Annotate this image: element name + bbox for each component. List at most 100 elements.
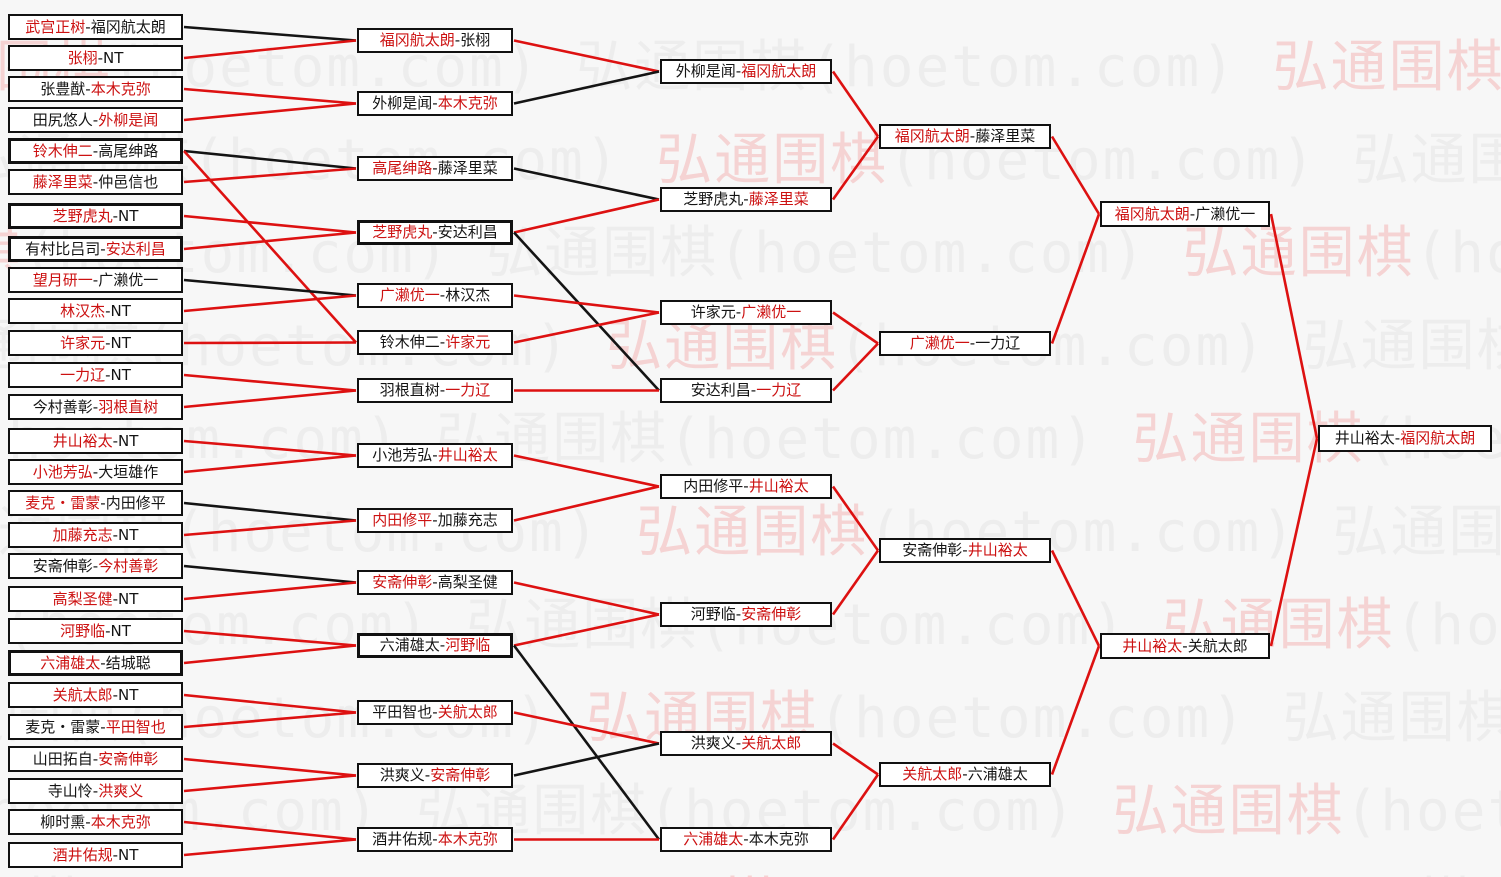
vs-separator: - (432, 446, 438, 464)
player-name: 望月研一 (32, 271, 93, 289)
connector-line (513, 613, 660, 647)
match-box: 广濑优一-林汉杰 (357, 283, 513, 308)
connector-line (183, 629, 357, 647)
player-name: 今村善彰 (32, 398, 93, 416)
player-name: 福冈航太朗 (90, 18, 166, 36)
match-box: 内田修平-井山裕太 (660, 474, 832, 499)
connector-line (183, 838, 357, 857)
match-box: 福冈航太朗-广濑优一 (1100, 201, 1270, 227)
player-name: 河野临 (60, 622, 106, 640)
vs-separator: - (735, 734, 742, 752)
connector-line (513, 311, 660, 344)
vs-separator: - (432, 94, 438, 112)
player-name: 六浦雄太 (967, 765, 1028, 783)
vs-separator: - (112, 526, 119, 544)
match-box: 铃木伸二-许家元 (357, 330, 513, 355)
match-box: 安斋伸彰-井山裕太 (879, 538, 1051, 563)
vs-separator: - (100, 718, 106, 736)
player-name: 一力辽 (756, 381, 802, 399)
player-name: 林汉杰 (60, 302, 106, 320)
player-name: 关航太郎 (1187, 637, 1248, 655)
match-box: 关航太郎-NT (8, 682, 183, 708)
player-name: 六浦雄太 (683, 830, 744, 848)
connector-line (831, 773, 880, 841)
connector-line (1269, 213, 1319, 439)
connector-line (183, 774, 357, 793)
match-box: 井山裕太-关航太郎 (1100, 633, 1270, 659)
connector-line (513, 167, 660, 201)
match-box: 安斋伸彰-高梨圣健 (357, 570, 513, 595)
player-name: 张栩 (460, 31, 491, 49)
player-name: 外柳是闻 (675, 62, 736, 80)
player-name: 田尻悠人 (32, 111, 93, 129)
vs-separator: - (432, 830, 438, 848)
vs-separator: - (1189, 205, 1196, 223)
connector-line (183, 102, 357, 122)
player-name: 关航太郎 (902, 765, 963, 783)
match-box: 武宫正树-福冈航太朗 (8, 14, 183, 40)
connector-line (1050, 213, 1101, 344)
player-name: 张栩 (67, 49, 98, 67)
player-name: 井山裕太 (967, 541, 1028, 559)
player-name: 洪爽义 (98, 782, 144, 800)
match-box: 高梨圣健-NT (8, 586, 183, 612)
player-name: 洪爽义 (690, 734, 736, 752)
player-name: NT (103, 49, 124, 67)
match-box: 张豊猷-本木克弥 (8, 76, 183, 102)
player-name: 一力辽 (445, 381, 491, 399)
player-name: 外柳是闻 (98, 111, 159, 129)
match-box: 井山裕太-NT (8, 428, 183, 454)
player-name: 关航太郎 (437, 703, 498, 721)
player-name: 安斋伸彰 (372, 573, 433, 591)
connector-line (183, 711, 357, 729)
vs-separator: - (750, 381, 757, 399)
match-box: 酒井佑规-本木克弥 (357, 827, 513, 852)
vs-separator: - (92, 463, 99, 481)
vs-separator: - (100, 494, 106, 512)
vs-separator: - (85, 80, 91, 98)
match-box: 许家元-NT (8, 330, 183, 356)
player-name: 许家元 (445, 333, 491, 351)
connector-line (183, 439, 357, 457)
vs-separator: - (92, 271, 99, 289)
player-name: NT (110, 622, 131, 640)
vs-separator: - (432, 159, 438, 177)
connector-line (183, 231, 357, 251)
match-box: 林汉杰-NT (8, 298, 183, 324)
match-box: 麦克・雷蒙-平田智也 (8, 714, 183, 740)
vs-separator: - (112, 432, 119, 450)
connector-line (513, 711, 660, 745)
player-name: 一力辽 (60, 366, 106, 384)
player-name: 许家元 (60, 334, 106, 352)
connector-line (183, 87, 357, 105)
vs-separator: - (85, 18, 91, 36)
connector-line (513, 581, 660, 616)
connector-line (183, 501, 357, 522)
vs-separator: - (439, 333, 446, 351)
vs-separator: - (100, 654, 106, 672)
player-name: 井山裕太 (52, 432, 113, 450)
match-box: 望月研一-广濑优一 (8, 267, 183, 293)
player-name: 关航太郎 (52, 686, 113, 704)
vs-separator: - (92, 750, 99, 768)
player-name: 安斋伸彰 (98, 750, 159, 768)
player-name: 藤泽里菜 (437, 159, 498, 177)
vs-separator: - (97, 49, 104, 67)
vs-separator: - (432, 223, 438, 241)
vs-separator: - (962, 765, 968, 783)
player-name: 本木克弥 (90, 813, 151, 831)
vs-separator: - (969, 127, 976, 145)
connector-line (832, 742, 879, 776)
connector-line (832, 342, 879, 392)
player-name: 麦克・雷蒙 (25, 718, 101, 736)
connector-line (513, 231, 660, 392)
vs-separator: - (92, 142, 99, 160)
player-name: 大垣雄作 (98, 463, 159, 481)
connector-line (183, 389, 357, 409)
player-name: 六浦雄太 (40, 654, 101, 672)
connector-line (183, 644, 357, 665)
vs-separator: - (112, 846, 119, 864)
match-box: 福冈航太朗-藤泽里菜 (879, 124, 1051, 149)
player-name: 外柳是闻 (372, 94, 433, 112)
